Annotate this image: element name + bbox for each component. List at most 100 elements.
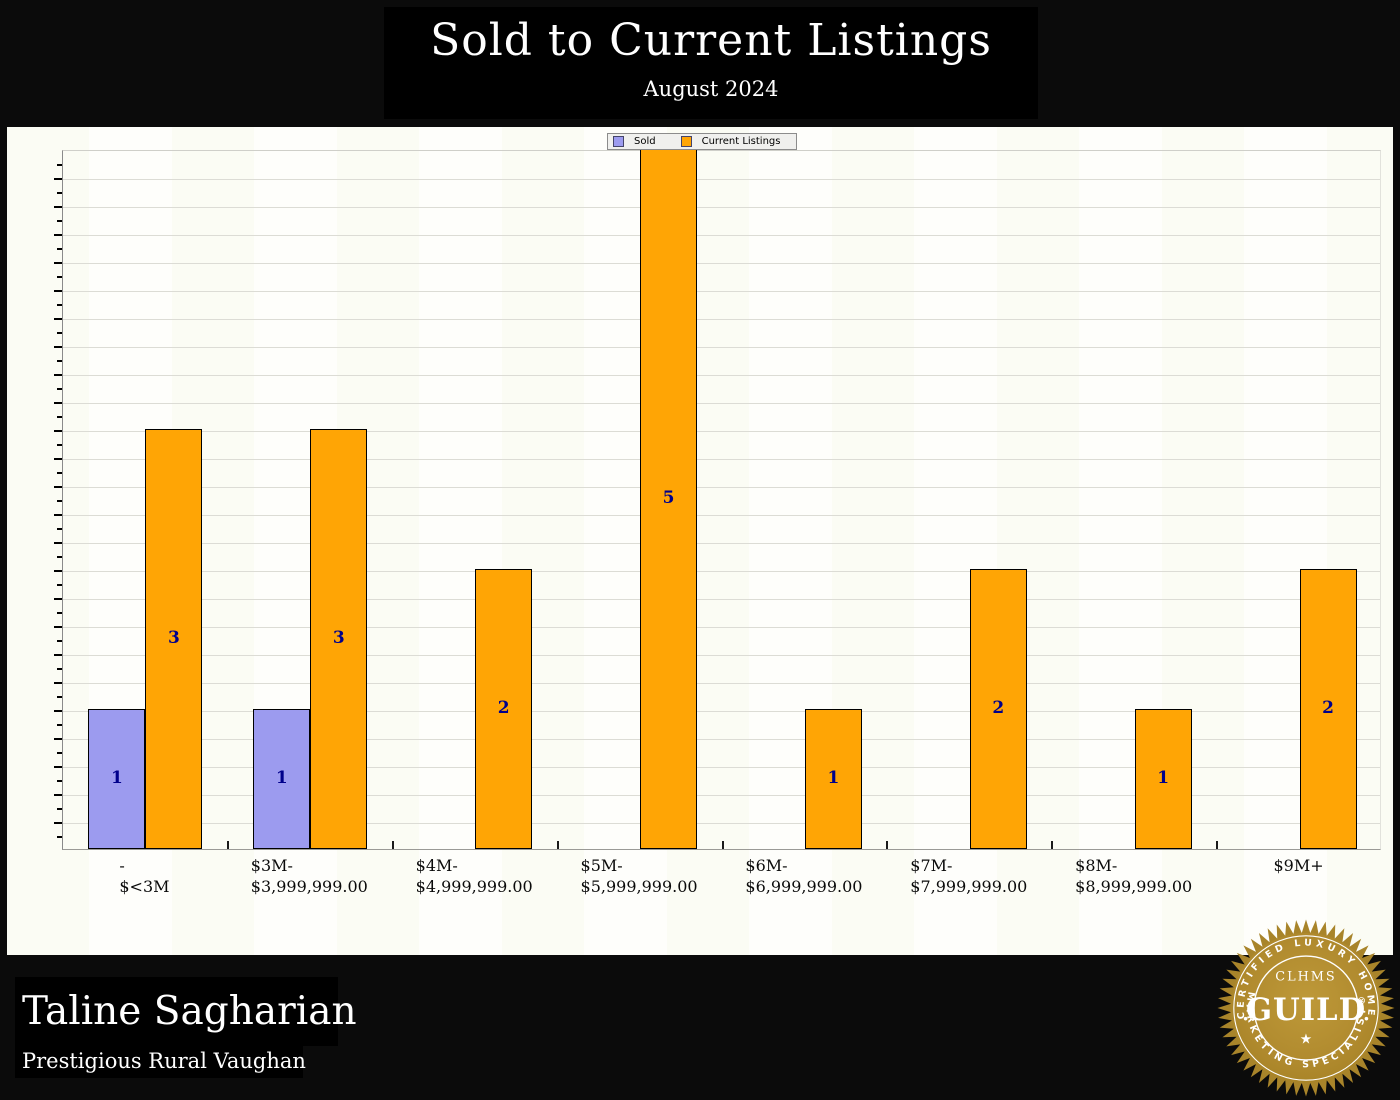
gridline: [63, 403, 1380, 404]
bar-value-label: 1: [111, 768, 123, 788]
bar-value-label: 3: [332, 628, 345, 648]
y-minor-tick: [57, 164, 62, 166]
y-minor-tick: [57, 304, 62, 306]
chart-title: Sold to Current Listings: [430, 15, 992, 66]
y-minor-tick: [57, 444, 62, 446]
x-boundary-tick: [226, 841, 229, 849]
gridline: [63, 739, 1380, 740]
bar-value-label: 1: [1157, 768, 1170, 788]
y-major-tick: [54, 374, 62, 376]
y-major-tick: [54, 822, 62, 824]
y-major-tick: [54, 514, 62, 516]
bar-value-label: 1: [827, 768, 840, 788]
y-major-tick: [54, 626, 62, 628]
bar-value-label: 2: [992, 698, 1005, 718]
x-axis-label-line: $4,999,999.00: [415, 877, 533, 896]
x-boundary-tick: [1051, 841, 1054, 849]
gridline: [63, 627, 1380, 628]
bar-current-listings-6: 1: [1134, 709, 1192, 849]
footer-tagline: Prestigious Rural Vaughan: [15, 1046, 306, 1078]
x-axis-label-line: $8M-: [1075, 856, 1118, 875]
x-axis-label-line: $8,999,999.00: [1075, 877, 1193, 896]
bar-current-listings-4: 1: [804, 709, 862, 849]
y-major-tick: [54, 262, 62, 264]
y-minor-tick: [57, 640, 62, 642]
legend-label: Current Listings: [701, 136, 781, 147]
y-minor-tick: [57, 696, 62, 698]
y-minor-tick: [57, 472, 62, 474]
y-minor-tick: [57, 668, 62, 670]
y-major-tick: [54, 206, 62, 208]
y-major-tick: [54, 542, 62, 544]
gridline: [63, 767, 1380, 768]
x-axis-label-6: $8M- $8,999,999.00: [1075, 855, 1192, 897]
gridline: [63, 319, 1380, 320]
x-axis-label-3: $5M- $5,999,999.00: [581, 855, 698, 897]
gridline: [63, 207, 1380, 208]
y-major-tick: [54, 794, 62, 796]
y-major-tick: [54, 346, 62, 348]
y-minor-tick: [57, 808, 62, 810]
gridline: [63, 543, 1380, 544]
y-major-tick: [54, 234, 62, 236]
y-minor-tick: [57, 780, 62, 782]
y-major-tick: [54, 178, 62, 180]
gridline: [63, 347, 1380, 348]
bar-sold-1: 1: [253, 709, 311, 849]
gridline: [63, 599, 1380, 600]
x-boundary-tick: [556, 841, 559, 849]
gridline: [63, 515, 1380, 516]
y-minor-tick: [57, 388, 62, 390]
x-axis-label-4: $6M- $6,999,999.00: [745, 855, 862, 897]
y-minor-tick: [57, 248, 62, 250]
guild-seal-icon: CERTIFIED LUXURY HOME MARKETING SPECIALI…: [1217, 919, 1395, 1097]
plot-area: 1 1 3 3 2 5 1 2 1 2: [54, 149, 1381, 850]
bar-value-label: 2: [1322, 698, 1334, 718]
x-axis-label-line: $9M+: [1273, 856, 1324, 875]
y-major-tick: [54, 598, 62, 600]
y-major-tick: [54, 766, 62, 768]
x-axis-label-line: $<3M: [119, 877, 170, 896]
y-major-tick: [54, 402, 62, 404]
y-minor-tick: [57, 528, 62, 530]
gridline: [63, 823, 1380, 824]
footer-name: Taline Sagharian: [15, 977, 357, 1046]
x-boundary-tick: [391, 841, 394, 849]
bar-current-listings-0: 3: [145, 429, 203, 849]
y-minor-tick: [57, 416, 62, 418]
y-minor-tick: [57, 612, 62, 614]
y-minor-tick: [57, 332, 62, 334]
gridline: [63, 179, 1380, 180]
x-axis-label-5: $7M- $7,999,999.00: [910, 855, 1027, 897]
legend-swatch-icon: [680, 136, 692, 147]
x-axis-label-line: $5,999,999.00: [580, 877, 698, 896]
y-major-tick: [54, 710, 62, 712]
y-minor-tick: [57, 360, 62, 362]
y-major-tick: [54, 682, 62, 684]
y-major-tick: [54, 458, 62, 460]
bar-value-label: 5: [662, 488, 675, 508]
y-minor-tick: [57, 584, 62, 586]
gridline: [63, 459, 1380, 460]
legend: Sold Current Listings: [607, 133, 797, 150]
bar-current-listings-2: 2: [475, 569, 533, 849]
y-major-tick: [54, 654, 62, 656]
seal-guild-text: GUILD: [1246, 992, 1366, 1028]
gridline: [63, 683, 1380, 684]
legend-item: Sold: [613, 136, 656, 147]
gridline: [63, 655, 1380, 656]
bar-value-label: 2: [497, 698, 510, 718]
bar-current-listings-3: 5: [640, 149, 698, 849]
y-major-tick: [54, 570, 62, 572]
chart-panel: 1 1 3 3 2 5 1 2 1 2 - $<3M $3M- $3,999,999.00 $4M- $4,…: [7, 127, 1393, 955]
gridline: [63, 291, 1380, 292]
bar-current-listings-7: 2: [1299, 569, 1357, 849]
chart-subtitle: August 2024: [643, 77, 779, 101]
gridline: [63, 487, 1380, 488]
y-major-tick: [54, 290, 62, 292]
x-axis-label-7: $9M+: [1273, 855, 1323, 876]
x-axis-label-line: $3,999,999.00: [250, 877, 368, 896]
y-major-tick: [54, 486, 62, 488]
y-minor-tick: [57, 724, 62, 726]
gridline: [63, 263, 1380, 264]
